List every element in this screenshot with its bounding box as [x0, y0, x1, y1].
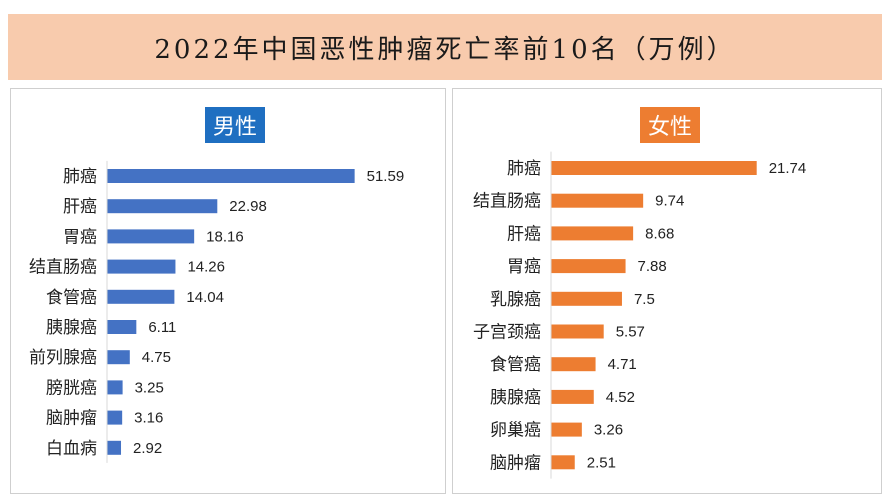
male-bar [107, 199, 218, 214]
female-value-label: 21.74 [769, 160, 807, 177]
male-bar [107, 350, 130, 365]
male-category-label: 胰腺癌 [46, 318, 97, 338]
male-bar [107, 289, 175, 304]
female-bar [551, 455, 575, 470]
male-bar [107, 410, 123, 425]
male-category-label: 膀胱癌 [46, 378, 97, 398]
female-bar [551, 291, 622, 306]
male-category-label: 胃癌 [63, 227, 97, 247]
female-panel: 女性 肺癌 21.74 结直肠癌 9.74 肝癌 8.68 胃癌 7.88 乳腺癌 7.5 子宫颈癌… [452, 88, 882, 494]
female-bar [551, 226, 634, 241]
female-bar-chart: 肺癌 21.74 结直肠癌 9.74 肝癌 8.68 胃癌 7.88 乳腺癌 7.5 子宫颈癌 5.5… [473, 151, 807, 479]
title-bar: 2022年中国恶性肿瘤死亡率前10名（万例） [8, 14, 882, 80]
female-category-label: 肺癌 [507, 159, 541, 179]
female-value-label: 7.5 [634, 291, 655, 308]
male-panel-title: 男性 [205, 107, 266, 143]
female-value-label: 2.51 [587, 454, 616, 471]
male-category-label: 食管癌 [46, 288, 97, 308]
female-bar [551, 193, 644, 208]
female-value-label: 4.71 [608, 356, 637, 373]
female-bar [551, 357, 596, 372]
female-bar [551, 324, 604, 339]
male-panel: 男性 肺癌 51.59 肝癌 22.98 胃癌 18.16 结直肠癌 14.26 食管癌 14.0… [10, 88, 446, 494]
male-bar-chart: 肺癌 51.59 肝癌 22.98 胃癌 18.16 结直肠癌 14.26 食管癌 14.04 胰腺… [29, 160, 405, 463]
male-bar [107, 380, 123, 395]
female-category-label: 肝癌 [507, 224, 541, 244]
male-value-label: 2.92 [133, 440, 162, 457]
female-bar [551, 389, 594, 404]
female-category-label: 子宫颈癌 [473, 323, 541, 343]
female-category-label: 乳腺癌 [490, 290, 541, 310]
female-category-label: 结直肠癌 [473, 192, 541, 212]
female-value-label: 9.74 [655, 193, 684, 210]
male-bar [107, 320, 137, 334]
male-value-label: 14.26 [187, 259, 225, 276]
female-value-label: 5.57 [616, 324, 645, 341]
male-category-label: 结直肠癌 [29, 258, 97, 278]
page-title: 2022年中国恶性肿瘤死亡率前10名（万例） [154, 34, 736, 65]
male-value-label: 6.11 [148, 319, 176, 336]
male-value-label: 22.98 [229, 198, 267, 215]
female-category-label: 卵巢癌 [490, 421, 541, 441]
male-category-label: 肝癌 [63, 197, 97, 217]
male-value-label: 18.16 [206, 228, 244, 245]
female-category-label: 食管癌 [490, 355, 541, 375]
male-bar [107, 229, 195, 244]
female-bar [551, 259, 626, 274]
female-bar [551, 161, 757, 175]
male-category-label: 脑肿瘤 [46, 409, 97, 429]
male-value-label: 3.25 [135, 379, 164, 396]
male-value-label: 3.16 [134, 410, 163, 427]
male-value-label: 51.59 [367, 168, 405, 185]
male-bar [107, 259, 176, 274]
female-category-label: 胃癌 [507, 257, 541, 277]
male-value-label: 14.04 [186, 289, 224, 306]
female-value-label: 7.88 [638, 258, 667, 275]
male-bar [107, 440, 122, 455]
female-value-label: 8.68 [645, 225, 674, 242]
female-value-label: 4.52 [606, 389, 635, 406]
male-bar [107, 169, 355, 183]
female-category-label: 胰腺癌 [490, 388, 541, 408]
female-value-label: 3.26 [594, 422, 623, 439]
male-value-label: 4.75 [142, 349, 171, 366]
female-bar [551, 422, 582, 437]
male-category-label: 前列腺癌 [29, 348, 97, 368]
female-panel-title: 女性 [640, 107, 701, 143]
male-category-label: 肺癌 [63, 167, 97, 187]
female-category-label: 脑肿瘤 [490, 453, 541, 473]
male-category-label: 白血病 [46, 439, 97, 459]
